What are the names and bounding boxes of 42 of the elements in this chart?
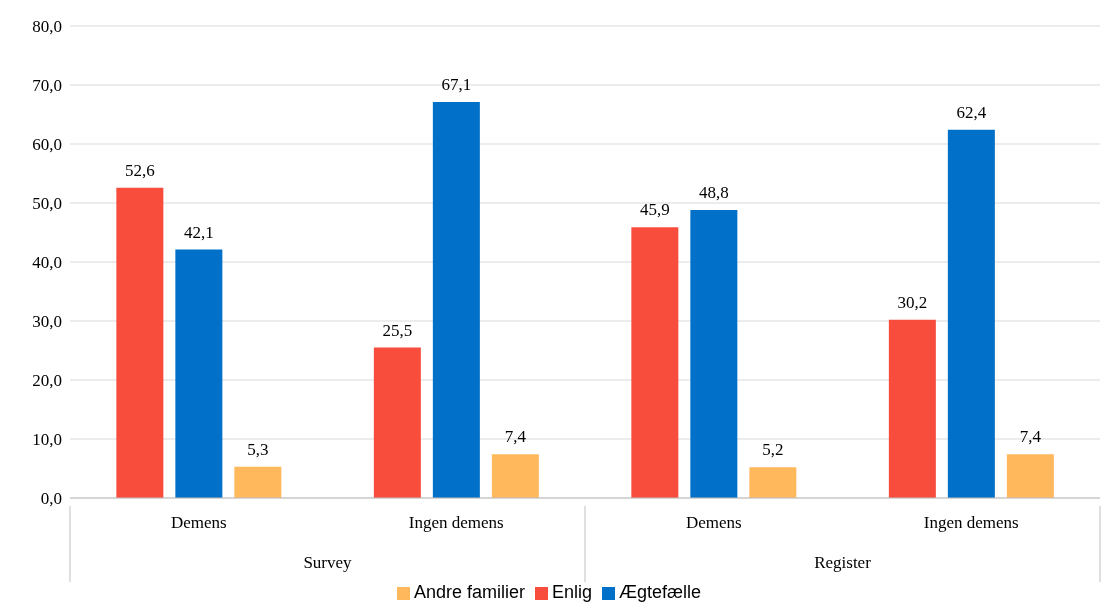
data-label: 5,3 bbox=[247, 439, 269, 459]
x-tick-label: Ingen demens bbox=[408, 513, 504, 532]
legend-label: Andre familier bbox=[413, 582, 525, 602]
data-label: 45,9 bbox=[639, 200, 670, 220]
bar bbox=[116, 187, 164, 498]
y-tick-label: 0,0 bbox=[40, 489, 62, 509]
legend-label: Enlig bbox=[551, 582, 593, 602]
y-tick-label: 40,0 bbox=[32, 253, 62, 273]
bar bbox=[690, 210, 738, 498]
y-tick-label: 60,0 bbox=[32, 135, 62, 155]
bar bbox=[175, 249, 223, 498]
text: Survey bbox=[303, 553, 353, 572]
y-tick-label: 10,0 bbox=[32, 430, 62, 450]
bar bbox=[631, 227, 679, 498]
text: Register bbox=[814, 553, 872, 572]
data-label: 62,4 bbox=[956, 102, 987, 122]
y-tick-label: 30,0 bbox=[32, 312, 62, 332]
x-tick-label: Ingen demens bbox=[923, 513, 1019, 532]
bar bbox=[947, 129, 995, 498]
data-label: 42,1 bbox=[183, 222, 214, 242]
y-tick-label: 20,0 bbox=[32, 371, 62, 391]
data-label: 7,4 bbox=[1019, 427, 1042, 447]
bar bbox=[888, 319, 936, 498]
data-label: 30,2 bbox=[897, 292, 928, 312]
data-label: 52,6 bbox=[124, 160, 155, 180]
data-label: 5,2 bbox=[762, 440, 784, 460]
data-label: 48,8 bbox=[698, 183, 729, 203]
bar bbox=[373, 347, 421, 498]
bar bbox=[491, 454, 539, 498]
y-tick-label: 70,0 bbox=[32, 76, 62, 96]
data-label: 7,4 bbox=[504, 427, 527, 447]
x-tick-label: Demens bbox=[685, 513, 742, 532]
data-label: 25,5 bbox=[382, 320, 413, 340]
y-tick-label: 80,0 bbox=[32, 17, 62, 37]
legend-label: Ægtefælle bbox=[619, 582, 702, 602]
bar bbox=[749, 467, 797, 498]
bar bbox=[432, 102, 480, 498]
bar bbox=[1006, 454, 1054, 498]
x-tick-label: Demens bbox=[170, 513, 227, 532]
bar bbox=[234, 466, 282, 498]
y-tick-label: 50,0 bbox=[32, 194, 62, 214]
data-label: 67,1 bbox=[441, 75, 472, 95]
